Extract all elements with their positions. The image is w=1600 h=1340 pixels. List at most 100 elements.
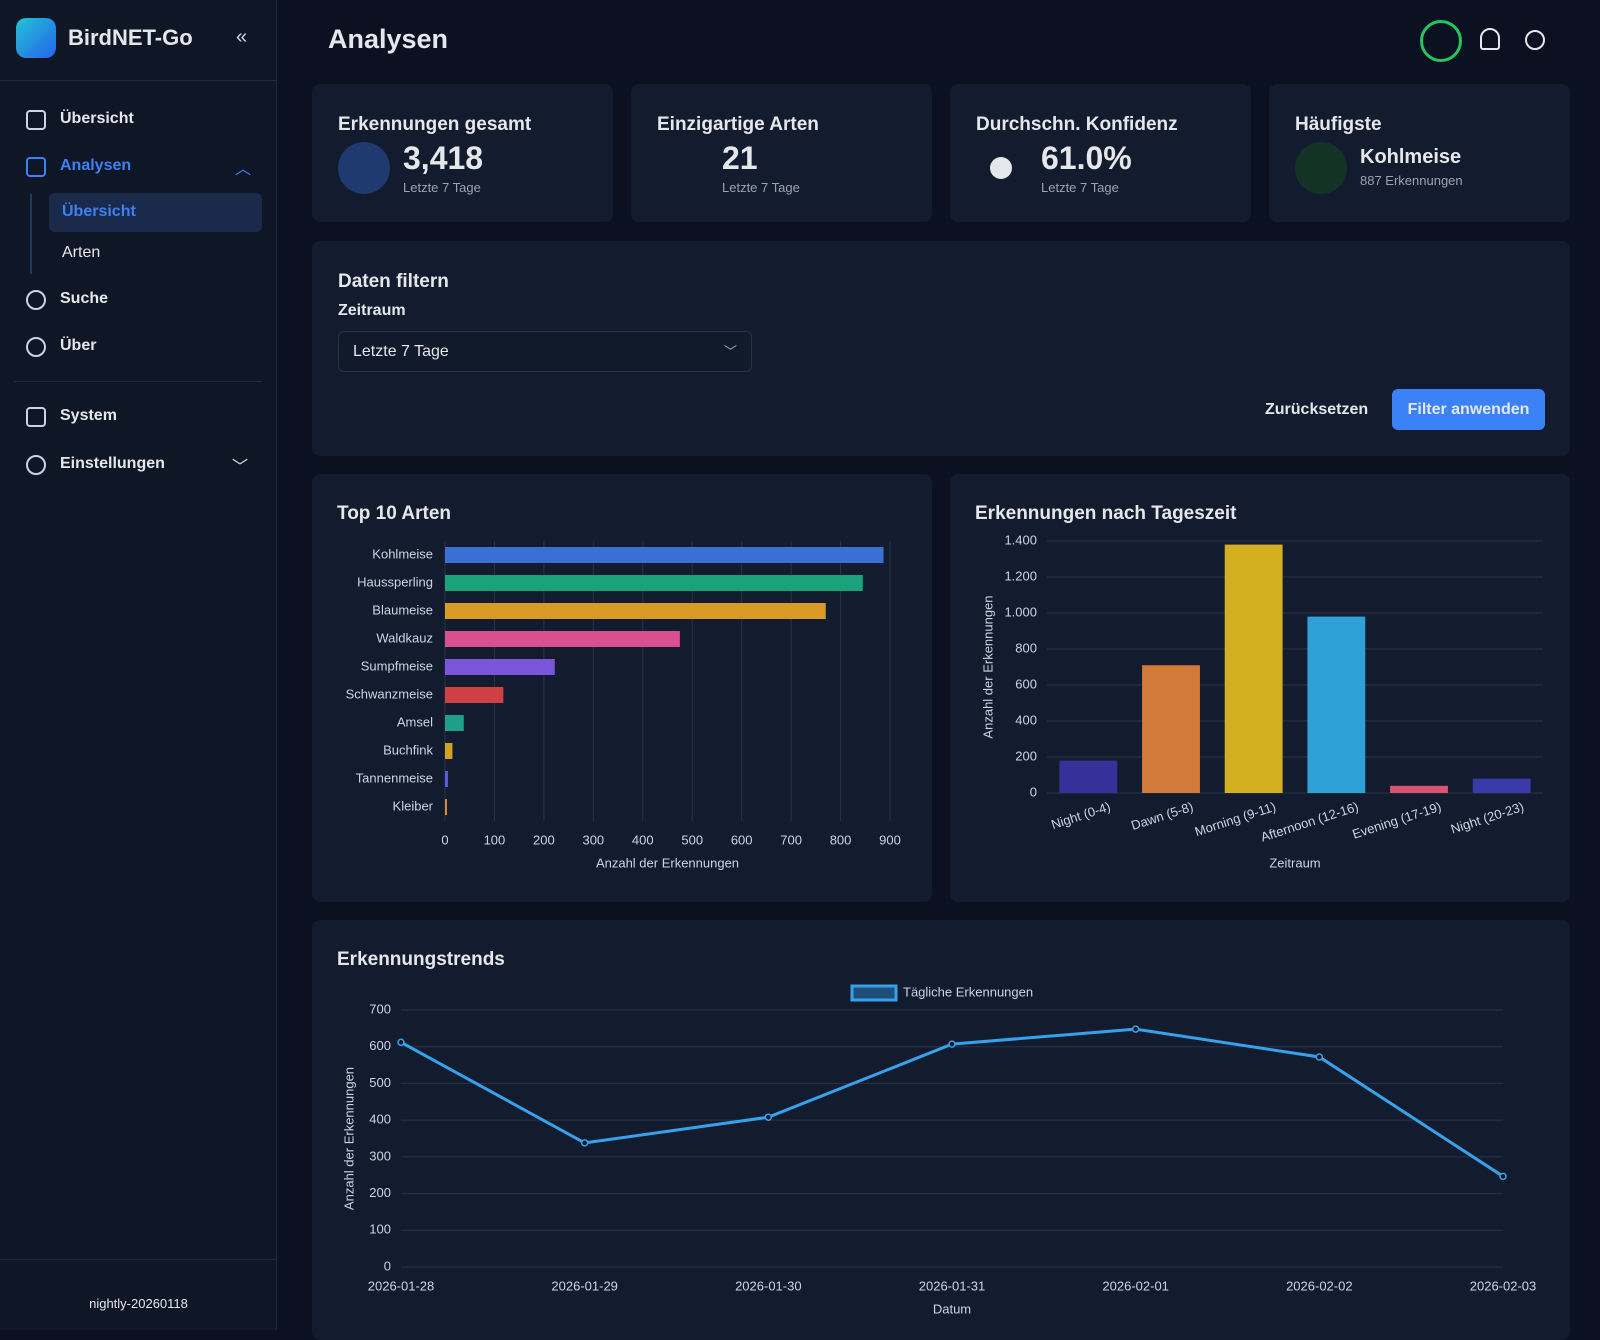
version: nightly-20260118	[89, 1296, 188, 1311]
point	[1499, 1172, 1507, 1181]
y-tick-label: 0	[384, 1258, 391, 1273]
y-tick-label: 200	[369, 1185, 391, 1200]
select-value: Letzte 7 Tage	[353, 343, 449, 360]
x-tick-label: 2026-02-02	[1286, 1278, 1353, 1293]
y-tick-label: Amsel	[397, 714, 433, 729]
y-tick-label: Tannenmeise	[356, 770, 433, 785]
chevron: ﹀	[232, 459, 249, 476]
stat-value: 3,418	[403, 140, 484, 176]
nav-item[interactable]: System	[60, 407, 117, 424]
x-tick-label: 300	[582, 832, 604, 847]
point	[397, 1038, 405, 1047]
y-tick-label: 600	[1015, 676, 1037, 691]
chart-card	[312, 474, 932, 902]
stat-value: 61.0%	[1041, 140, 1132, 176]
x-tick-label: 2026-01-31	[919, 1278, 986, 1293]
filter-card: Daten filtern Zeitraum Letzte 7 Tage ﹀ Z…	[312, 241, 1570, 456]
collapse-button[interactable]: «	[236, 26, 248, 48]
nav-icon	[26, 157, 46, 177]
x-axis-title: Datum	[933, 1301, 971, 1316]
nav-subitem[interactable]: Übersicht	[62, 203, 136, 220]
chart-title: Erkennungen nach Tageszeit	[975, 503, 1237, 524]
bar	[445, 771, 448, 787]
stat-sub: Letzte 7 Tage	[403, 180, 481, 195]
nav-item[interactable]: Analysen	[60, 157, 132, 174]
y-tick-label: Kleiber	[393, 798, 434, 813]
app-name: BirdNET-Go	[68, 25, 193, 50]
y-tick-label: 1.200	[1004, 568, 1037, 583]
field-label: Zeitraum	[338, 302, 406, 319]
apply-button[interactable]: Filter anwenden	[1392, 389, 1545, 430]
nav-subitem[interactable]: Arten	[62, 244, 101, 261]
reset-button[interactable]: Zurücksetzen	[1265, 401, 1369, 418]
y-axis-title: Anzahl der Erkennungen	[980, 595, 995, 738]
y-tick-label: Blaumeise	[372, 602, 433, 617]
stat-icon	[1295, 142, 1347, 194]
stat-icon	[990, 157, 1012, 179]
y-tick-label: 700	[369, 1001, 391, 1016]
y-tick-label: 300	[369, 1148, 391, 1163]
y-tick-label: Buchfink	[383, 742, 433, 757]
point	[1315, 1053, 1324, 1061]
y-tick-label: 100	[369, 1222, 391, 1237]
filter-title: Daten filtern	[338, 271, 449, 292]
x-tick-label: 500	[681, 832, 703, 847]
bar	[445, 575, 863, 591]
nav-item[interactable]: Suche	[60, 290, 109, 307]
divider	[14, 381, 262, 382]
x-tick-label: 2026-02-01	[1102, 1278, 1169, 1293]
stat-icon	[657, 142, 709, 194]
bar	[445, 799, 447, 815]
divider	[0, 1259, 277, 1260]
y-tick-label: 400	[369, 1112, 391, 1127]
bar	[445, 547, 884, 563]
point	[580, 1139, 589, 1147]
stat-sub: Letzte 7 Tage	[722, 180, 800, 195]
stat-value: Kohlmeise	[1360, 146, 1462, 168]
bar	[445, 659, 555, 675]
active-highlight	[49, 193, 262, 232]
x-tick-label: 2026-01-29	[551, 1278, 618, 1293]
x-tick-label: Night (0-4)	[1049, 799, 1112, 832]
nav-item[interactable]: Über	[60, 337, 97, 354]
x-tick-label: 0	[441, 832, 448, 847]
nav-item[interactable]: Übersicht	[60, 110, 134, 127]
divider	[0, 80, 277, 81]
bar	[1059, 760, 1118, 793]
nav-icon	[26, 407, 46, 427]
bar	[445, 743, 453, 759]
bar	[445, 687, 504, 703]
bar	[1390, 785, 1448, 793]
x-tick-label: 2026-01-30	[735, 1278, 802, 1293]
line	[400, 1027, 1504, 1178]
chart-title: Top 10 Arten	[337, 503, 451, 524]
stat-label: Einzigartige Arten	[657, 114, 819, 135]
bar	[445, 631, 680, 647]
nav-icon	[26, 337, 46, 357]
y-tick-label: Haussperling	[357, 574, 433, 589]
theme-button[interactable]	[1525, 30, 1545, 50]
x-tick-label: 2026-01-28	[368, 1278, 435, 1293]
x-axis-title: Anzahl der Erkennungen	[596, 855, 739, 870]
stat-label: Durchschn. Konfidenz	[976, 114, 1178, 135]
select[interactable]: Letzte 7 Tage ﹀	[338, 331, 752, 372]
stat-value: 21	[722, 140, 758, 176]
bar	[1307, 616, 1366, 793]
stat-label: Häufigste	[1295, 114, 1382, 135]
stat-card: Erkennungen gesamt 3,418 Letzte 7 Tage	[312, 84, 613, 222]
stat-sub: 887 Erkennungen	[1360, 173, 1463, 188]
y-tick-label: 1.000	[1004, 604, 1037, 619]
bar	[445, 715, 464, 731]
mic-button[interactable]	[1420, 20, 1462, 62]
nav-item[interactable]: Einstellungen	[60, 455, 165, 472]
x-tick-label: 200	[533, 832, 555, 847]
notification-button[interactable]	[1480, 28, 1500, 50]
y-tick-label: Kohlmeise	[372, 546, 433, 561]
y-tick-label: Sumpfmeise	[361, 658, 433, 673]
y-tick-label: Waldkauz	[376, 630, 433, 645]
stat-card: Einzigartige Arten 21 Letzte 7 Tage	[631, 84, 932, 222]
stat-card: Durchschn. Konfidenz 61.0% Letzte 7 Tage	[950, 84, 1251, 222]
legend-swatch	[850, 984, 898, 1002]
tree-line	[30, 194, 32, 274]
